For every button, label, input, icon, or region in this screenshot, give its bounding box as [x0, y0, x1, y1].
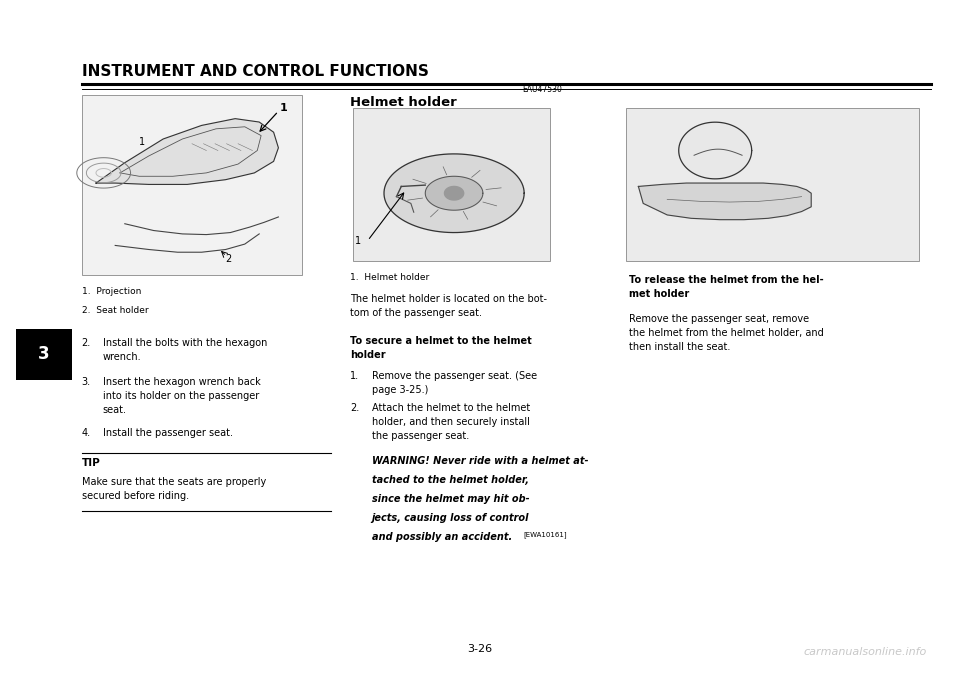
Polygon shape: [96, 119, 278, 184]
Text: 3-26: 3-26: [468, 644, 492, 654]
Text: 2.: 2.: [350, 403, 360, 413]
Text: Remove the passenger seat, remove
the helmet from the helmet holder, and
then in: Remove the passenger seat, remove the he…: [629, 314, 824, 352]
Polygon shape: [384, 154, 524, 233]
Text: Install the passenger seat.: Install the passenger seat.: [103, 428, 232, 438]
Text: WARNING! Never ride with a helmet at-: WARNING! Never ride with a helmet at-: [372, 456, 588, 466]
Text: 3.: 3.: [82, 377, 91, 387]
Bar: [82, 95, 302, 275]
Text: Install the bolts with the hexagon
wrench.: Install the bolts with the hexagon wrenc…: [103, 338, 267, 361]
Text: Make sure that the seats are properly
secured before riding.: Make sure that the seats are properly se…: [82, 477, 266, 500]
Text: jects, causing loss of control: jects, causing loss of control: [372, 513, 529, 523]
Text: TIP: TIP: [82, 458, 101, 468]
Text: The helmet holder is located on the bot-
tom of the passenger seat.: The helmet holder is located on the bot-…: [350, 294, 547, 317]
Polygon shape: [444, 186, 464, 200]
Text: 1: 1: [355, 236, 361, 245]
Text: Helmet holder: Helmet holder: [350, 96, 457, 109]
Bar: [626, 108, 919, 261]
Text: To secure a helmet to the helmet
holder: To secure a helmet to the helmet holder: [350, 336, 532, 359]
Text: 4.: 4.: [82, 428, 91, 438]
Text: carmanualsonline.info: carmanualsonline.info: [804, 647, 926, 657]
Text: Remove the passenger seat. (See
page 3-25.): Remove the passenger seat. (See page 3-2…: [372, 371, 537, 395]
Text: 1.: 1.: [350, 371, 360, 381]
Text: Attach the helmet to the helmet
holder, and then securely install
the passenger : Attach the helmet to the helmet holder, …: [372, 403, 530, 441]
Text: EAU47530: EAU47530: [522, 85, 563, 94]
Text: 1: 1: [139, 138, 145, 147]
Text: Insert the hexagon wrench back
into its holder on the passenger
seat.: Insert the hexagon wrench back into its …: [103, 377, 260, 415]
Text: 2.  Seat holder: 2. Seat holder: [82, 306, 148, 315]
Text: To release the helmet from the hel-
met holder: To release the helmet from the hel- met …: [629, 275, 824, 298]
Text: 1: 1: [279, 104, 287, 113]
Polygon shape: [425, 176, 483, 210]
Text: tached to the helmet holder,: tached to the helmet holder,: [372, 475, 529, 485]
Text: 1.  Helmet holder: 1. Helmet holder: [350, 273, 430, 282]
Text: 2: 2: [226, 254, 231, 264]
Text: 3: 3: [38, 345, 50, 363]
Text: [EWA10161]: [EWA10161]: [523, 532, 566, 538]
Bar: [16, 329, 72, 380]
Text: since the helmet may hit ob-: since the helmet may hit ob-: [372, 494, 529, 504]
Text: 1.  Projection: 1. Projection: [82, 287, 141, 296]
Text: 2.: 2.: [82, 338, 91, 348]
Polygon shape: [679, 122, 752, 179]
Bar: [353, 108, 550, 261]
Text: and possibly an accident.: and possibly an accident.: [372, 532, 512, 542]
Polygon shape: [638, 183, 811, 220]
Text: INSTRUMENT AND CONTROL FUNCTIONS: INSTRUMENT AND CONTROL FUNCTIONS: [82, 64, 428, 79]
